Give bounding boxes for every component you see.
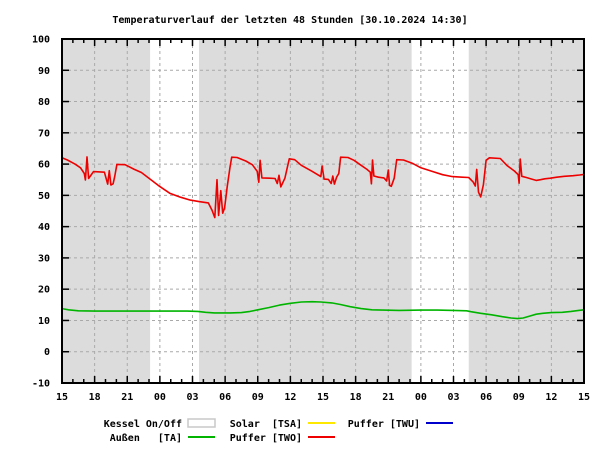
x-tick-label: 09 [252, 392, 264, 403]
y-tick-label: 10 [38, 316, 50, 327]
kessel-on-band [62, 39, 151, 383]
x-tick-label: 21 [121, 392, 133, 403]
gridlines [62, 39, 584, 383]
legend-label: Puffer [TWU] [348, 419, 420, 430]
legend-swatch-band [187, 418, 216, 428]
x-tick-label: 12 [284, 392, 296, 403]
x-tick-label: 18 [89, 392, 101, 403]
axis-ticks [61, 38, 585, 384]
series-line-ta [61, 300, 585, 320]
chart-title: Temperaturverlauf der letzten 48 Stunden… [112, 15, 467, 26]
series-line-two [61, 156, 585, 219]
kessel-on-band [199, 39, 412, 383]
x-tick-label: 09 [513, 392, 525, 403]
y-tick-label: 60 [38, 160, 50, 171]
legend-label: Kessel On/Off [104, 419, 182, 430]
x-tick-labels: 15 18 21 00 03 06 09 12 15 18 21 00 03 06 09 12 15 [56, 392, 590, 403]
y-tick-label: 80 [38, 97, 50, 108]
x-tick-label: 15 [317, 392, 329, 403]
x-tick-label: 06 [480, 392, 492, 403]
y-tick-label: 0 [44, 347, 50, 358]
x-tick-label: 06 [219, 392, 231, 403]
x-tick-label: 00 [154, 392, 166, 403]
y-tick-label: 50 [38, 191, 50, 202]
kessel-on-bands [62, 39, 584, 383]
kessel-on-band [468, 39, 584, 383]
y-tick-label: 20 [38, 285, 50, 296]
x-tick-label: 21 [382, 392, 394, 403]
legend-label: Solar [TSA] [230, 419, 302, 430]
x-tick-label: 12 [545, 392, 557, 403]
chart-legend: Kessel On/Off Solar [TSA] Puffer [TWU] Auße… [104, 418, 453, 444]
y-tick-label: -10 [32, 379, 50, 390]
x-tick-label: 03 [186, 392, 198, 403]
legend-label: Außen [TA] [110, 433, 182, 444]
y-tick-label: 40 [38, 222, 50, 233]
legend-label: Puffer [TWO] [230, 433, 302, 444]
y-tick-label: 90 [38, 66, 50, 77]
y-tick-label: 100 [32, 35, 50, 46]
x-tick-label: 15 [56, 392, 68, 403]
x-tick-label: 03 [447, 392, 459, 403]
x-tick-label: 00 [415, 392, 427, 403]
y-tick-label: 70 [38, 128, 50, 139]
series-lines [61, 156, 585, 320]
x-tick-label: 18 [350, 392, 362, 403]
y-tick-label: 30 [38, 253, 50, 264]
x-tick-label: 15 [578, 392, 590, 403]
